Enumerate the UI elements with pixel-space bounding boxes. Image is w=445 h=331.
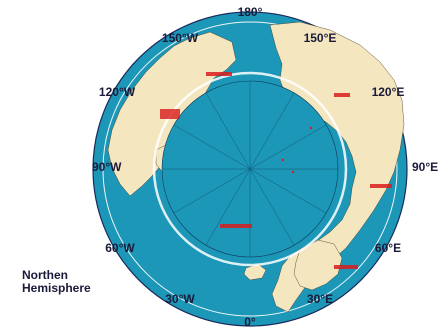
caption-line-2: Hemisphere <box>22 281 91 295</box>
region-label-canada <box>160 109 180 119</box>
hemisphere-caption: Northen Hemisphere <box>22 269 91 295</box>
lon-label-upper-left: 120°W <box>99 85 136 99</box>
lon-label-top: 180° <box>238 5 263 19</box>
lon-label-left: 90°W <box>92 160 122 174</box>
northern-europe-land <box>293 239 343 291</box>
caption-line-1: Northen <box>22 268 68 282</box>
lon-label-top-right: 150°E <box>304 31 337 45</box>
lon-label-bottom-left: 30°W <box>165 292 195 306</box>
research-point-marker <box>309 126 313 130</box>
lon-label-bottom: 0° <box>244 315 256 329</box>
lon-label-lower-left: 60°W <box>105 241 135 255</box>
lon-label-bottom-right: 30°E <box>307 292 333 306</box>
region-label-alaska <box>206 72 232 76</box>
lon-label-lower-right: 60°E <box>375 241 401 255</box>
lon-label-right: 90°E <box>412 160 438 174</box>
arctic-circle-ring <box>152 71 348 267</box>
research-point-marker <box>291 170 295 174</box>
lon-label-upper-right: 120°E <box>372 85 405 99</box>
lon-label-top-left: 150°W <box>162 31 199 45</box>
north-pole-marker <box>281 158 285 162</box>
region-label-europe <box>334 265 358 269</box>
region-label-scandinavia <box>370 184 392 188</box>
region-label-russia <box>334 93 350 97</box>
region-label-greenland <box>220 224 252 228</box>
